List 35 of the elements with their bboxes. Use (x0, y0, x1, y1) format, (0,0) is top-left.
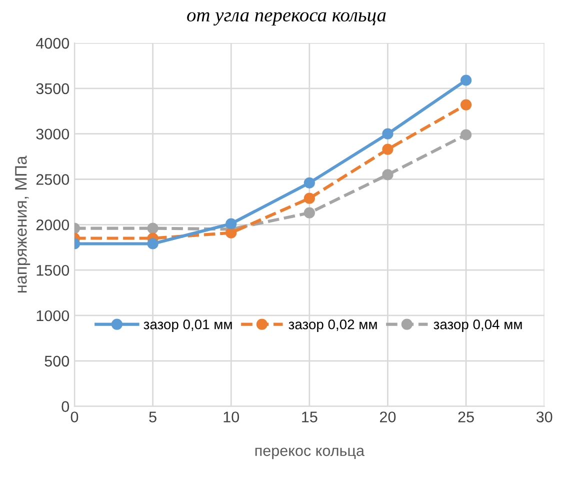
x-axis-title: перекос кольца (255, 448, 364, 460)
legend-label: зазор 0,02 мм (288, 319, 377, 332)
point (304, 207, 315, 218)
x-tick-label: 15 (302, 412, 318, 422)
legend-label: зазор 0,01 мм (144, 319, 232, 332)
point (304, 192, 315, 204)
y-axis-title: напряжения, МПа (15, 156, 30, 292)
y-tick-label: 500 (44, 356, 70, 367)
y-tick-label: 2000 (36, 220, 70, 230)
point (304, 177, 315, 188)
chart-title: от угла перекоса кольца (187, 12, 386, 26)
x-tick-label: 0 (70, 412, 78, 422)
x-tick-label: 20 (380, 412, 396, 422)
y-tick-label: 0 (62, 401, 70, 412)
point (147, 222, 158, 234)
point (382, 144, 394, 155)
point (226, 227, 237, 238)
x-tick-label: 5 (149, 412, 156, 422)
point (460, 129, 472, 140)
point (460, 74, 472, 86)
y-tick-label: 1500 (36, 264, 70, 276)
y-tick-label: 3000 (36, 128, 70, 140)
point (147, 238, 158, 250)
point (382, 128, 394, 140)
legend-label: зазор 0,04 мм (434, 319, 522, 332)
x-tick-label: 10 (224, 412, 240, 422)
point (226, 218, 237, 230)
x-tick-label: 25 (458, 412, 474, 422)
x-tick-label: 30 (536, 412, 552, 422)
y-tick-label: 1000 (36, 310, 70, 322)
y-tick-label: 3500 (36, 83, 70, 94)
y-tick-label: 4000 (36, 38, 70, 49)
y-tick-label: 2500 (36, 174, 70, 185)
point (382, 169, 394, 180)
point (460, 99, 472, 110)
